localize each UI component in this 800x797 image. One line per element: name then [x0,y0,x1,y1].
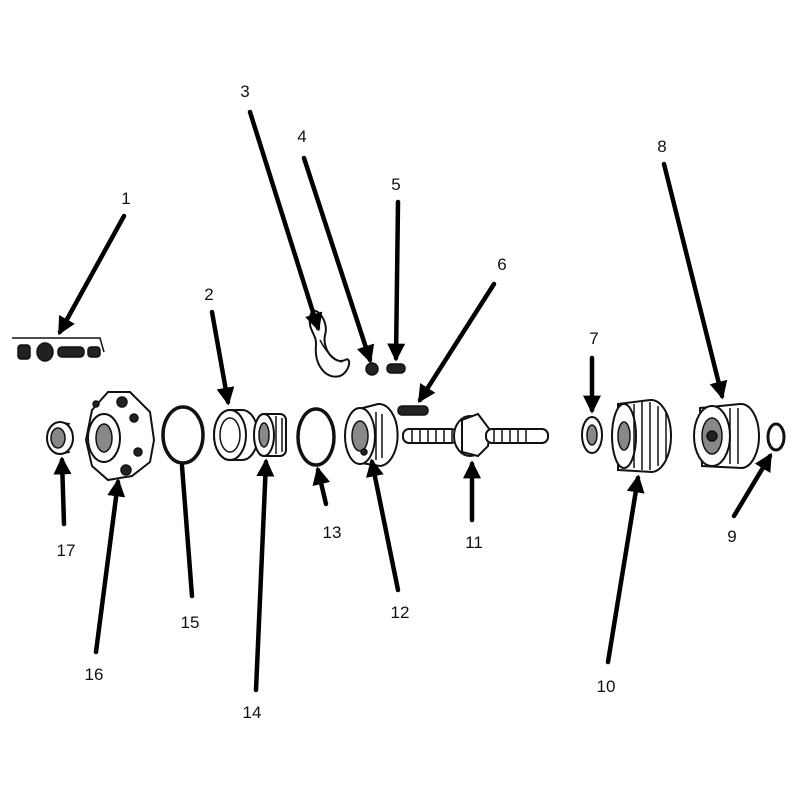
arrow-4 [301,155,375,364]
arrow-8 [661,161,728,400]
arrow-5 [387,199,406,362]
part-15-snap-ring [161,405,205,465]
callout-15: 15 [181,613,200,632]
part-2-spacer [213,409,259,461]
callout-16: 16 [85,665,104,684]
part-12-synchronizer [344,402,399,468]
callout-6: 6 [497,255,506,274]
leader-arrows [53,109,773,693]
callout-labels: 1 2 3 4 5 6 7 8 9 10 11 12 13 14 15 16 1… [57,82,737,722]
callout-5: 5 [391,175,400,194]
arrow-6 [417,281,497,404]
part-16-housing [84,391,156,482]
part-10-gear [611,398,673,474]
callout-8: 8 [657,137,666,156]
callout-3: 3 [240,82,249,101]
arrow-15 [179,463,195,599]
callout-11: 11 [465,533,483,552]
arrow-17 [53,456,72,527]
arrow-13 [312,466,331,507]
part-5-pin [386,363,406,374]
callout-1: 1 [121,189,130,208]
part-4-ball [365,362,379,376]
callout-10: 10 [597,677,616,696]
callout-4: 4 [297,127,306,146]
part-11-shaft [402,412,549,458]
arrow-14 [253,458,275,693]
part-17-bushing [46,421,74,455]
part-14-bearing [253,413,287,457]
arrow-16 [93,478,126,655]
arrow-1 [57,213,127,336]
callout-9: 9 [727,527,736,546]
callout-12: 12 [391,603,410,622]
part-9-snap-ring [766,422,786,452]
part-13-snap-ring [296,407,336,467]
arrow-2 [209,309,235,406]
part-8-bearing-cup [693,402,760,470]
arrow-12 [366,458,401,593]
arrow-3 [247,109,323,332]
callout-14: 14 [243,703,262,722]
callout-13: 13 [323,523,342,542]
callout-17: 17 [57,541,76,560]
part-7-washer [581,416,603,454]
callout-2: 2 [204,285,213,304]
arrow-10 [605,474,645,665]
part-1-pins [12,337,105,362]
arrow-9 [731,452,773,519]
part-6-roll-pin [397,405,429,416]
callout-7: 7 [589,329,598,348]
